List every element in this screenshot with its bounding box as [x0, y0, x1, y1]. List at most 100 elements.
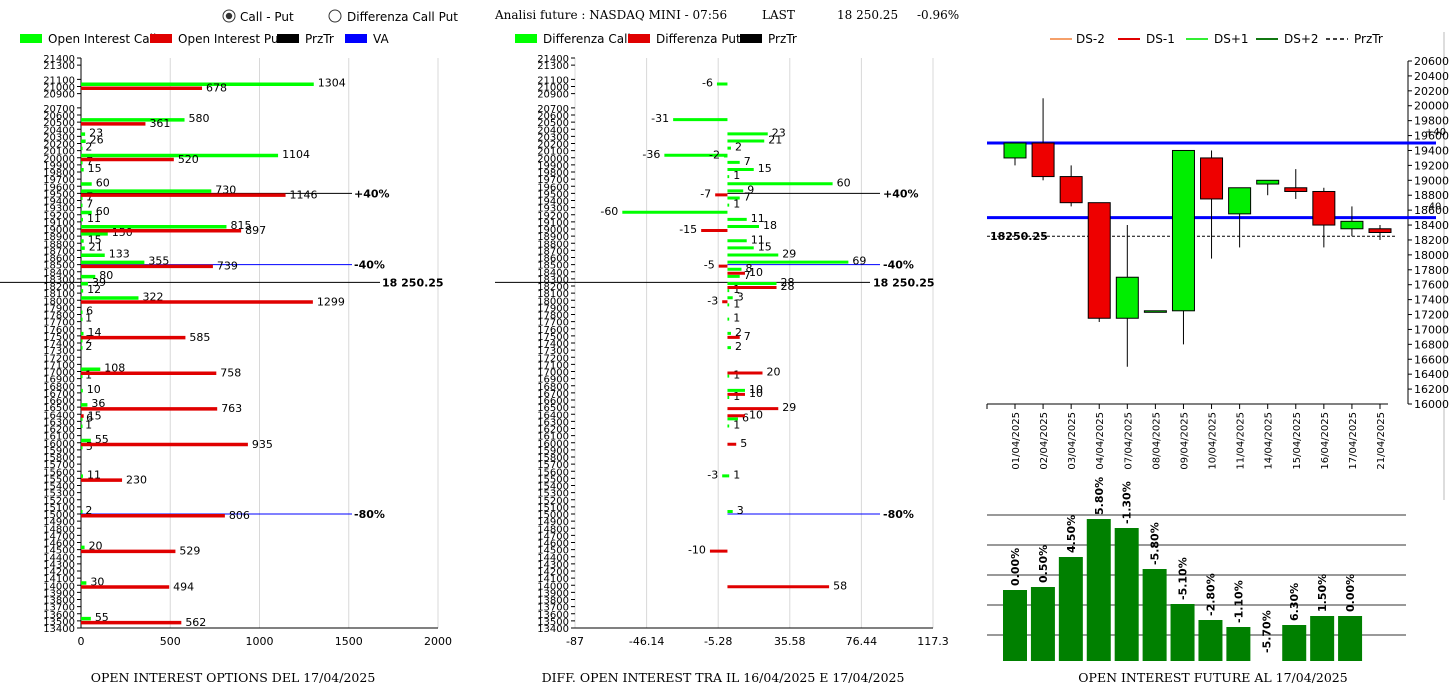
- bar-put-label: 897: [245, 224, 266, 237]
- y-tick-label: 20200: [537, 140, 569, 151]
- bar-call: [81, 317, 83, 322]
- bar-diff-call-label: 11: [751, 212, 765, 225]
- date-tick-label: 01/04/2025: [1011, 412, 1022, 470]
- bar-diff-call-label: 1: [733, 468, 740, 481]
- price-tick-label: 18000: [1414, 249, 1449, 262]
- bar-call-label: 133: [109, 248, 130, 261]
- bar-diff-call: [727, 388, 745, 392]
- y-tick-label: 17100: [43, 360, 75, 371]
- price-tick-label: 19000: [1414, 174, 1449, 187]
- bar-call: [81, 168, 84, 172]
- bar-call-label: 12: [87, 283, 101, 296]
- bar-diff-put: [727, 392, 745, 396]
- y-tick-label: 17900: [43, 303, 75, 314]
- y-tick-label: 14700: [43, 531, 75, 542]
- bar-call-label: 2: [85, 141, 92, 154]
- bar-put: [81, 264, 213, 269]
- bar-put-label: 1299: [317, 295, 345, 308]
- bar-diff-call: [727, 175, 730, 179]
- legend-swatch-prztr: [740, 34, 762, 43]
- bar-call-label: 39: [92, 276, 106, 289]
- y-tick-label: 20900: [43, 90, 75, 101]
- oi-bar: [1282, 625, 1307, 661]
- oi-bar-label: 1.50%: [1316, 574, 1329, 612]
- bar-call-label: 15: [88, 233, 102, 246]
- x-tick-label: 0: [78, 635, 85, 648]
- bar-call-label: 23: [89, 126, 103, 139]
- y-tick-label: 16200: [537, 425, 569, 436]
- y-tick-label: 14800: [43, 524, 75, 535]
- reference-line-label: -80%: [883, 508, 914, 521]
- bar-diff-call: [727, 424, 730, 428]
- bar-diff-put: [701, 229, 728, 232]
- oi-bar-label: 4.50%: [1065, 515, 1078, 553]
- bar-diff-call-label: 60: [837, 176, 851, 189]
- y-tick-label: 17100: [537, 360, 569, 371]
- price-tick-label: 17400: [1414, 294, 1449, 307]
- price-tick-label: 16800: [1414, 338, 1449, 351]
- bar-diff-call: [727, 282, 777, 285]
- y-tick-label: 20300: [537, 132, 569, 143]
- mode-radio-call-put[interactable]: Call - Put: [222, 9, 294, 24]
- bar-call-label: 21: [89, 240, 103, 253]
- bar-put-label: 585: [189, 331, 210, 344]
- y-tick-label: 17300: [43, 346, 75, 357]
- price-tick-label: 16200: [1414, 383, 1449, 396]
- bar-call: [81, 189, 212, 193]
- bar-diff-call: [727, 225, 759, 228]
- bar-diff-call-label: 3: [737, 504, 744, 517]
- y-tick-label: 19700: [537, 175, 569, 186]
- bar-call: [81, 196, 83, 200]
- price-tick-label: 19400: [1414, 144, 1449, 157]
- bar-call-label: 1: [85, 419, 92, 432]
- y-tick-label: 19600: [43, 182, 75, 193]
- y-tick-label: 20100: [537, 147, 569, 158]
- bar-put: [81, 157, 174, 162]
- legend-label: PrzTr: [768, 32, 797, 46]
- y-tick-label: 14300: [43, 560, 75, 571]
- bar-put: [81, 122, 146, 126]
- bar-diff-put-label: -5: [704, 259, 715, 272]
- bar-diff-call: [727, 417, 738, 421]
- bar-diff-call: [622, 210, 728, 214]
- reference-line-label: +40%: [883, 187, 919, 200]
- bar-diff-put-label: 5: [740, 437, 747, 450]
- y-tick-label: 14100: [537, 574, 569, 585]
- y-tick-label: 14500: [537, 546, 569, 557]
- legend-label: PrzTr: [1354, 32, 1383, 46]
- bar-call-label: 1304: [318, 77, 346, 90]
- bar-call: [81, 289, 84, 293]
- oi-bar-label: 5.80%: [1093, 477, 1106, 515]
- y-tick-label: 21300: [43, 61, 75, 72]
- y-tick-label: 16500: [43, 403, 75, 414]
- bar-call-label: 10: [87, 383, 101, 396]
- bar-diff-call: [727, 296, 733, 300]
- y-tick-label: 17500: [43, 332, 75, 343]
- y-tick-label: 14400: [43, 553, 75, 564]
- date-tick-label: 03/04/2025: [1067, 412, 1078, 470]
- y-tick-label: 17000: [537, 368, 569, 379]
- bar-call: [81, 146, 83, 151]
- bar-diff-put-label: 7: [744, 330, 751, 343]
- legend-label: Open Interest Call: [48, 32, 156, 46]
- x-tick-label: 500: [160, 635, 181, 648]
- bar-put: [81, 371, 217, 375]
- legend-panel3: DS-2 DS-1 DS+1 DS+2 PrzTr: [1050, 32, 1383, 46]
- bar-diff-put-label: -3: [707, 294, 718, 307]
- y-tick-label: 17600: [537, 325, 569, 336]
- legend-label: Differenza Put: [656, 32, 741, 46]
- candle-bear: [1284, 187, 1308, 192]
- x-tick-label: -46.14: [629, 635, 664, 648]
- bar-call: [81, 118, 185, 122]
- reference-line-label: -80%: [354, 508, 385, 521]
- bar-call: [81, 403, 88, 407]
- bar-call: [81, 282, 88, 286]
- bar-diff-put: [722, 300, 728, 304]
- bar-diff-call-label: 3: [737, 290, 744, 303]
- price-tick-label: 18800: [1414, 189, 1449, 202]
- y-tick-label: 18200: [43, 282, 75, 293]
- bar-put: [81, 585, 170, 589]
- bar-call: [81, 260, 145, 265]
- mode-radio-differenza[interactable]: Differenza Call Put: [328, 9, 458, 24]
- y-tick-label: 17200: [537, 353, 569, 364]
